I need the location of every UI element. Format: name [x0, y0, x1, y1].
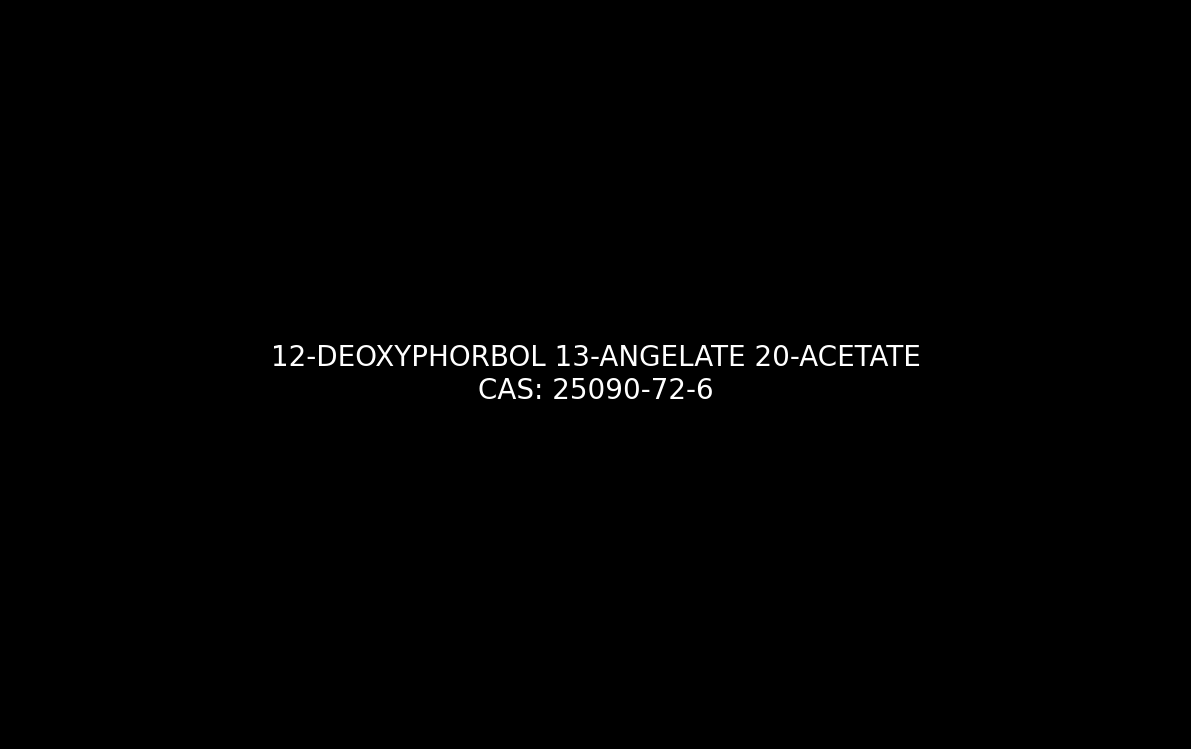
- Text: 12-DEOXYPHORBOL 13-ANGELATE 20-ACETATE
CAS: 25090-72-6: 12-DEOXYPHORBOL 13-ANGELATE 20-ACETATE C…: [270, 345, 921, 404]
